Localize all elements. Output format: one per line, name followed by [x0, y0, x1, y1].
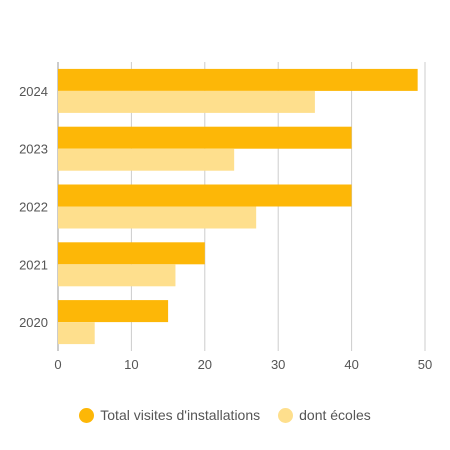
legend-item-total-visits[interactable]: Total visites d'installations: [79, 407, 260, 423]
x-tick-label-20: 20: [198, 357, 212, 372]
bars: [58, 68, 418, 345]
legend-label-schools: dont écoles: [299, 407, 371, 423]
x-axis-labels: 0 10 20 30 40 50: [54, 357, 432, 372]
legend: Total visites d'installations dont école…: [0, 407, 450, 423]
bar-2021-series-0[interactable]: [58, 242, 205, 265]
bar-2023-series-1[interactable]: [58, 148, 235, 171]
bar-2022-series-0[interactable]: [58, 184, 352, 207]
bar-2020-series-0[interactable]: [58, 300, 169, 323]
legend-swatch-total-visits: [79, 407, 95, 423]
legend-item-schools[interactable]: dont écoles: [278, 407, 371, 423]
bar-2023-series-0[interactable]: [58, 126, 352, 149]
x-tick-label-30: 30: [271, 357, 285, 372]
x-tick-label-50: 50: [418, 357, 432, 372]
bar-2024-series-0[interactable]: [58, 68, 418, 91]
y-tick-label-2022: 2022: [19, 200, 48, 215]
y-tick-label-2023: 2023: [19, 142, 48, 157]
bar-2024-series-1[interactable]: [58, 90, 315, 113]
bar-2021-series-1[interactable]: [58, 264, 176, 287]
bar-2022-series-1[interactable]: [58, 206, 257, 229]
bar-2020-series-1[interactable]: [58, 322, 95, 345]
y-tick-label-2024: 2024: [19, 84, 48, 99]
y-axis-labels: 2024 2023 2022 2021 2020: [19, 84, 48, 330]
x-tick-label-0: 0: [54, 357, 61, 372]
legend-label-total-visits: Total visites d'installations: [100, 407, 261, 423]
y-tick-label-2021: 2021: [19, 257, 48, 272]
legend-swatch-schools: [278, 407, 294, 423]
y-tick-label-2020: 2020: [19, 315, 48, 330]
x-tick-label-10: 10: [124, 357, 138, 372]
x-tick-label-40: 40: [344, 357, 358, 372]
